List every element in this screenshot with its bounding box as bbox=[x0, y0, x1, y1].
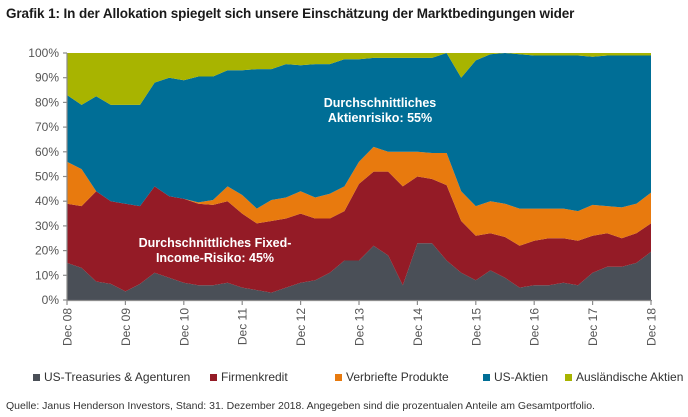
area-us-aktien bbox=[67, 53, 651, 212]
y-tick-label: 50% bbox=[35, 170, 59, 184]
legend-label: US-Treasuries & Agenturen bbox=[44, 370, 191, 384]
x-tick-label: Dec 09 bbox=[119, 308, 133, 346]
y-axis-ticks: 0% 10% 20% 30% 40% 50% 60% 70% 80% 90% 100% bbox=[28, 46, 67, 307]
legend-item-us-aktien: US-Aktien bbox=[483, 370, 548, 384]
x-tick-label: Dec 13 bbox=[353, 308, 367, 346]
legend-swatch bbox=[565, 373, 572, 381]
y-tick-label: 10% bbox=[35, 268, 59, 282]
area-firmenkredit bbox=[67, 171, 651, 293]
annotation-equity-line2: Aktienrisiko: 55% bbox=[328, 111, 432, 125]
annotation-fixed-income-line1: Durchschnittliches Fixed- bbox=[139, 236, 292, 250]
legend-label: US-Aktien bbox=[494, 370, 549, 384]
legend-label: Verbriefte Produkte bbox=[346, 370, 449, 384]
x-tick-label: Dec 18 bbox=[645, 308, 659, 346]
stacked-area-chart: 0% 10% 20% 30% 40% 50% 60% 70% 80% 90% 100% Dec 08… bbox=[28, 46, 659, 346]
x-tick-label: Dec 14 bbox=[411, 308, 425, 346]
y-tick-label: 80% bbox=[35, 95, 59, 109]
y-tick-label: 90% bbox=[35, 71, 59, 85]
area-layers bbox=[67, 53, 651, 300]
legend-swatch bbox=[33, 373, 40, 381]
legend-item-firmenkredit: Firmenkredit bbox=[210, 370, 288, 384]
y-tick-label: 30% bbox=[35, 219, 59, 233]
legend-item-auslaendische-aktien: Ausländische Aktien bbox=[565, 370, 683, 384]
area-verbriefte-produkte bbox=[67, 146, 651, 246]
area-us-treasuries-agenturen bbox=[67, 243, 651, 300]
y-tick-label: 100% bbox=[28, 46, 59, 60]
legend-swatch bbox=[483, 373, 490, 381]
chart-title: Grafik 1: In der Allokation spiegelt sic… bbox=[6, 6, 575, 21]
x-tick-label: Dec 15 bbox=[469, 308, 483, 346]
source-note: Quelle: Janus Henderson Investors, Stand… bbox=[6, 400, 595, 412]
legend-swatch bbox=[210, 373, 217, 381]
y-tick-label: 0% bbox=[42, 293, 60, 307]
x-tick-label: Dec 08 bbox=[61, 308, 75, 346]
x-axis-ticks: Dec 08 Dec 09 Dec 10 Dec 11 Dec 12 Dec 13 Dec … bbox=[61, 300, 659, 346]
legend-item-verbriefte-produkte: Verbriefte Produkte bbox=[335, 370, 449, 384]
annotation-equity-line1: Durchschnittliches bbox=[324, 96, 437, 110]
x-tick-label: Dec 10 bbox=[177, 308, 191, 346]
area-ausländische-aktien bbox=[67, 53, 651, 105]
legend-item-us-treasuries: US-Treasuries & Agenturen bbox=[33, 370, 190, 384]
x-tick-label: Dec 11 bbox=[236, 308, 250, 345]
x-tick-label: Dec 12 bbox=[294, 308, 308, 346]
y-tick-label: 70% bbox=[35, 120, 59, 134]
y-tick-label: 20% bbox=[35, 244, 59, 258]
y-tick-label: 40% bbox=[35, 194, 59, 208]
legend-label: Ausländische Aktien bbox=[576, 370, 684, 384]
x-tick-label: Dec 16 bbox=[528, 308, 542, 346]
legend-label: Firmenkredit bbox=[221, 370, 288, 384]
legend-swatch bbox=[335, 373, 342, 381]
y-tick-label: 60% bbox=[35, 145, 59, 159]
annotation-fixed-income-line2: Income-Risiko: 45% bbox=[156, 251, 274, 265]
x-tick-label: Dec 17 bbox=[586, 308, 600, 346]
